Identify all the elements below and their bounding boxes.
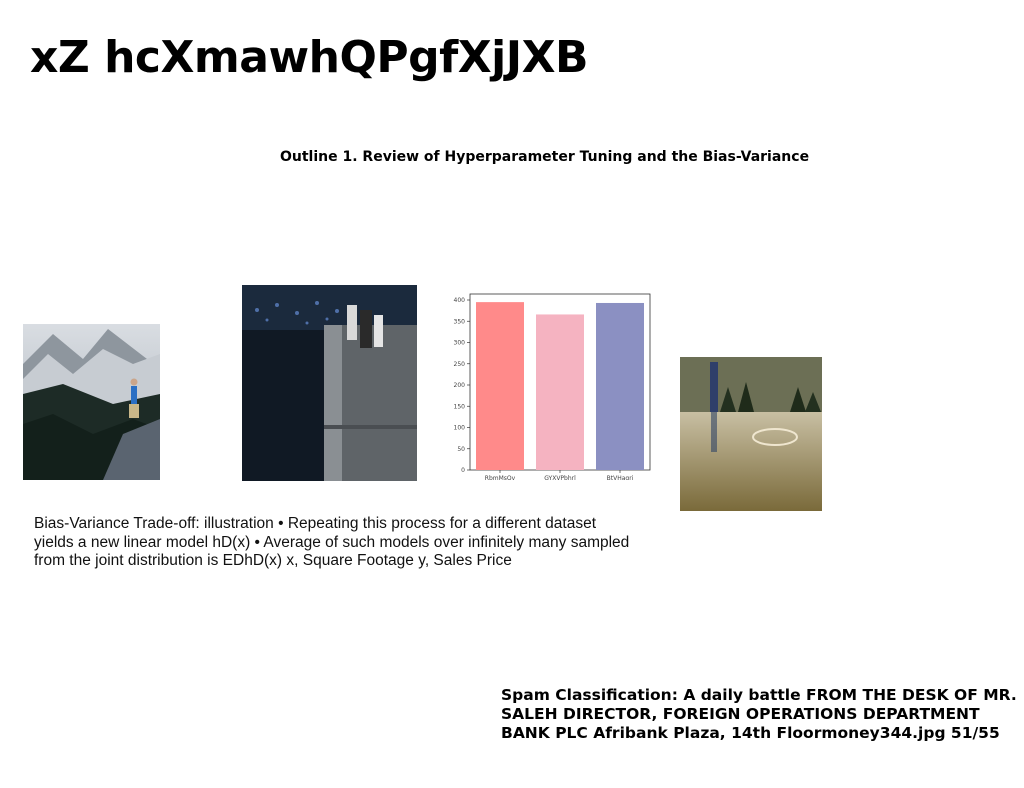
y-tick-label: 50 xyxy=(457,446,465,453)
bar-BtVHaqrj xyxy=(596,302,644,470)
y-tick-label: 150 xyxy=(454,403,466,410)
slide-title: xZ hcXmawhQPgfXjJXB xyxy=(30,32,589,83)
bar-chart: 0 50 100 150 200 250 300 350 400 RbmMsQv GYXVPbhrl… xyxy=(454,293,651,480)
y-tick-label: 400 xyxy=(454,297,466,304)
y-tick-label: 0 xyxy=(461,467,465,474)
x-tick-label: GYXVPbhrl xyxy=(544,475,576,480)
y-tick-label: 250 xyxy=(454,361,466,368)
y-tick-label: 200 xyxy=(454,382,466,389)
slide-subtitle: Outline 1. Review of Hyperparameter Tuni… xyxy=(280,149,810,165)
y-tick-label: 300 xyxy=(454,340,466,347)
bar-GYXVPbhrl xyxy=(536,314,584,470)
night-waterfront-photo xyxy=(242,285,417,481)
y-tick-label: 350 xyxy=(454,318,466,325)
y-tick-label: 100 xyxy=(454,425,466,432)
x-tick-label: BtVHaqrj xyxy=(607,475,634,480)
slide-body-text: Bias-Variance Trade-off: illustration • … xyxy=(34,515,630,569)
x-tick-label: RbmMsQv xyxy=(485,475,516,480)
mountain-hiker-photo xyxy=(23,324,160,480)
bar-RbmMsQv xyxy=(476,302,524,470)
slide-footer-text: Spam Classification: A daily battle FROM… xyxy=(501,686,1017,742)
figure-over-water-photo xyxy=(680,357,822,511)
